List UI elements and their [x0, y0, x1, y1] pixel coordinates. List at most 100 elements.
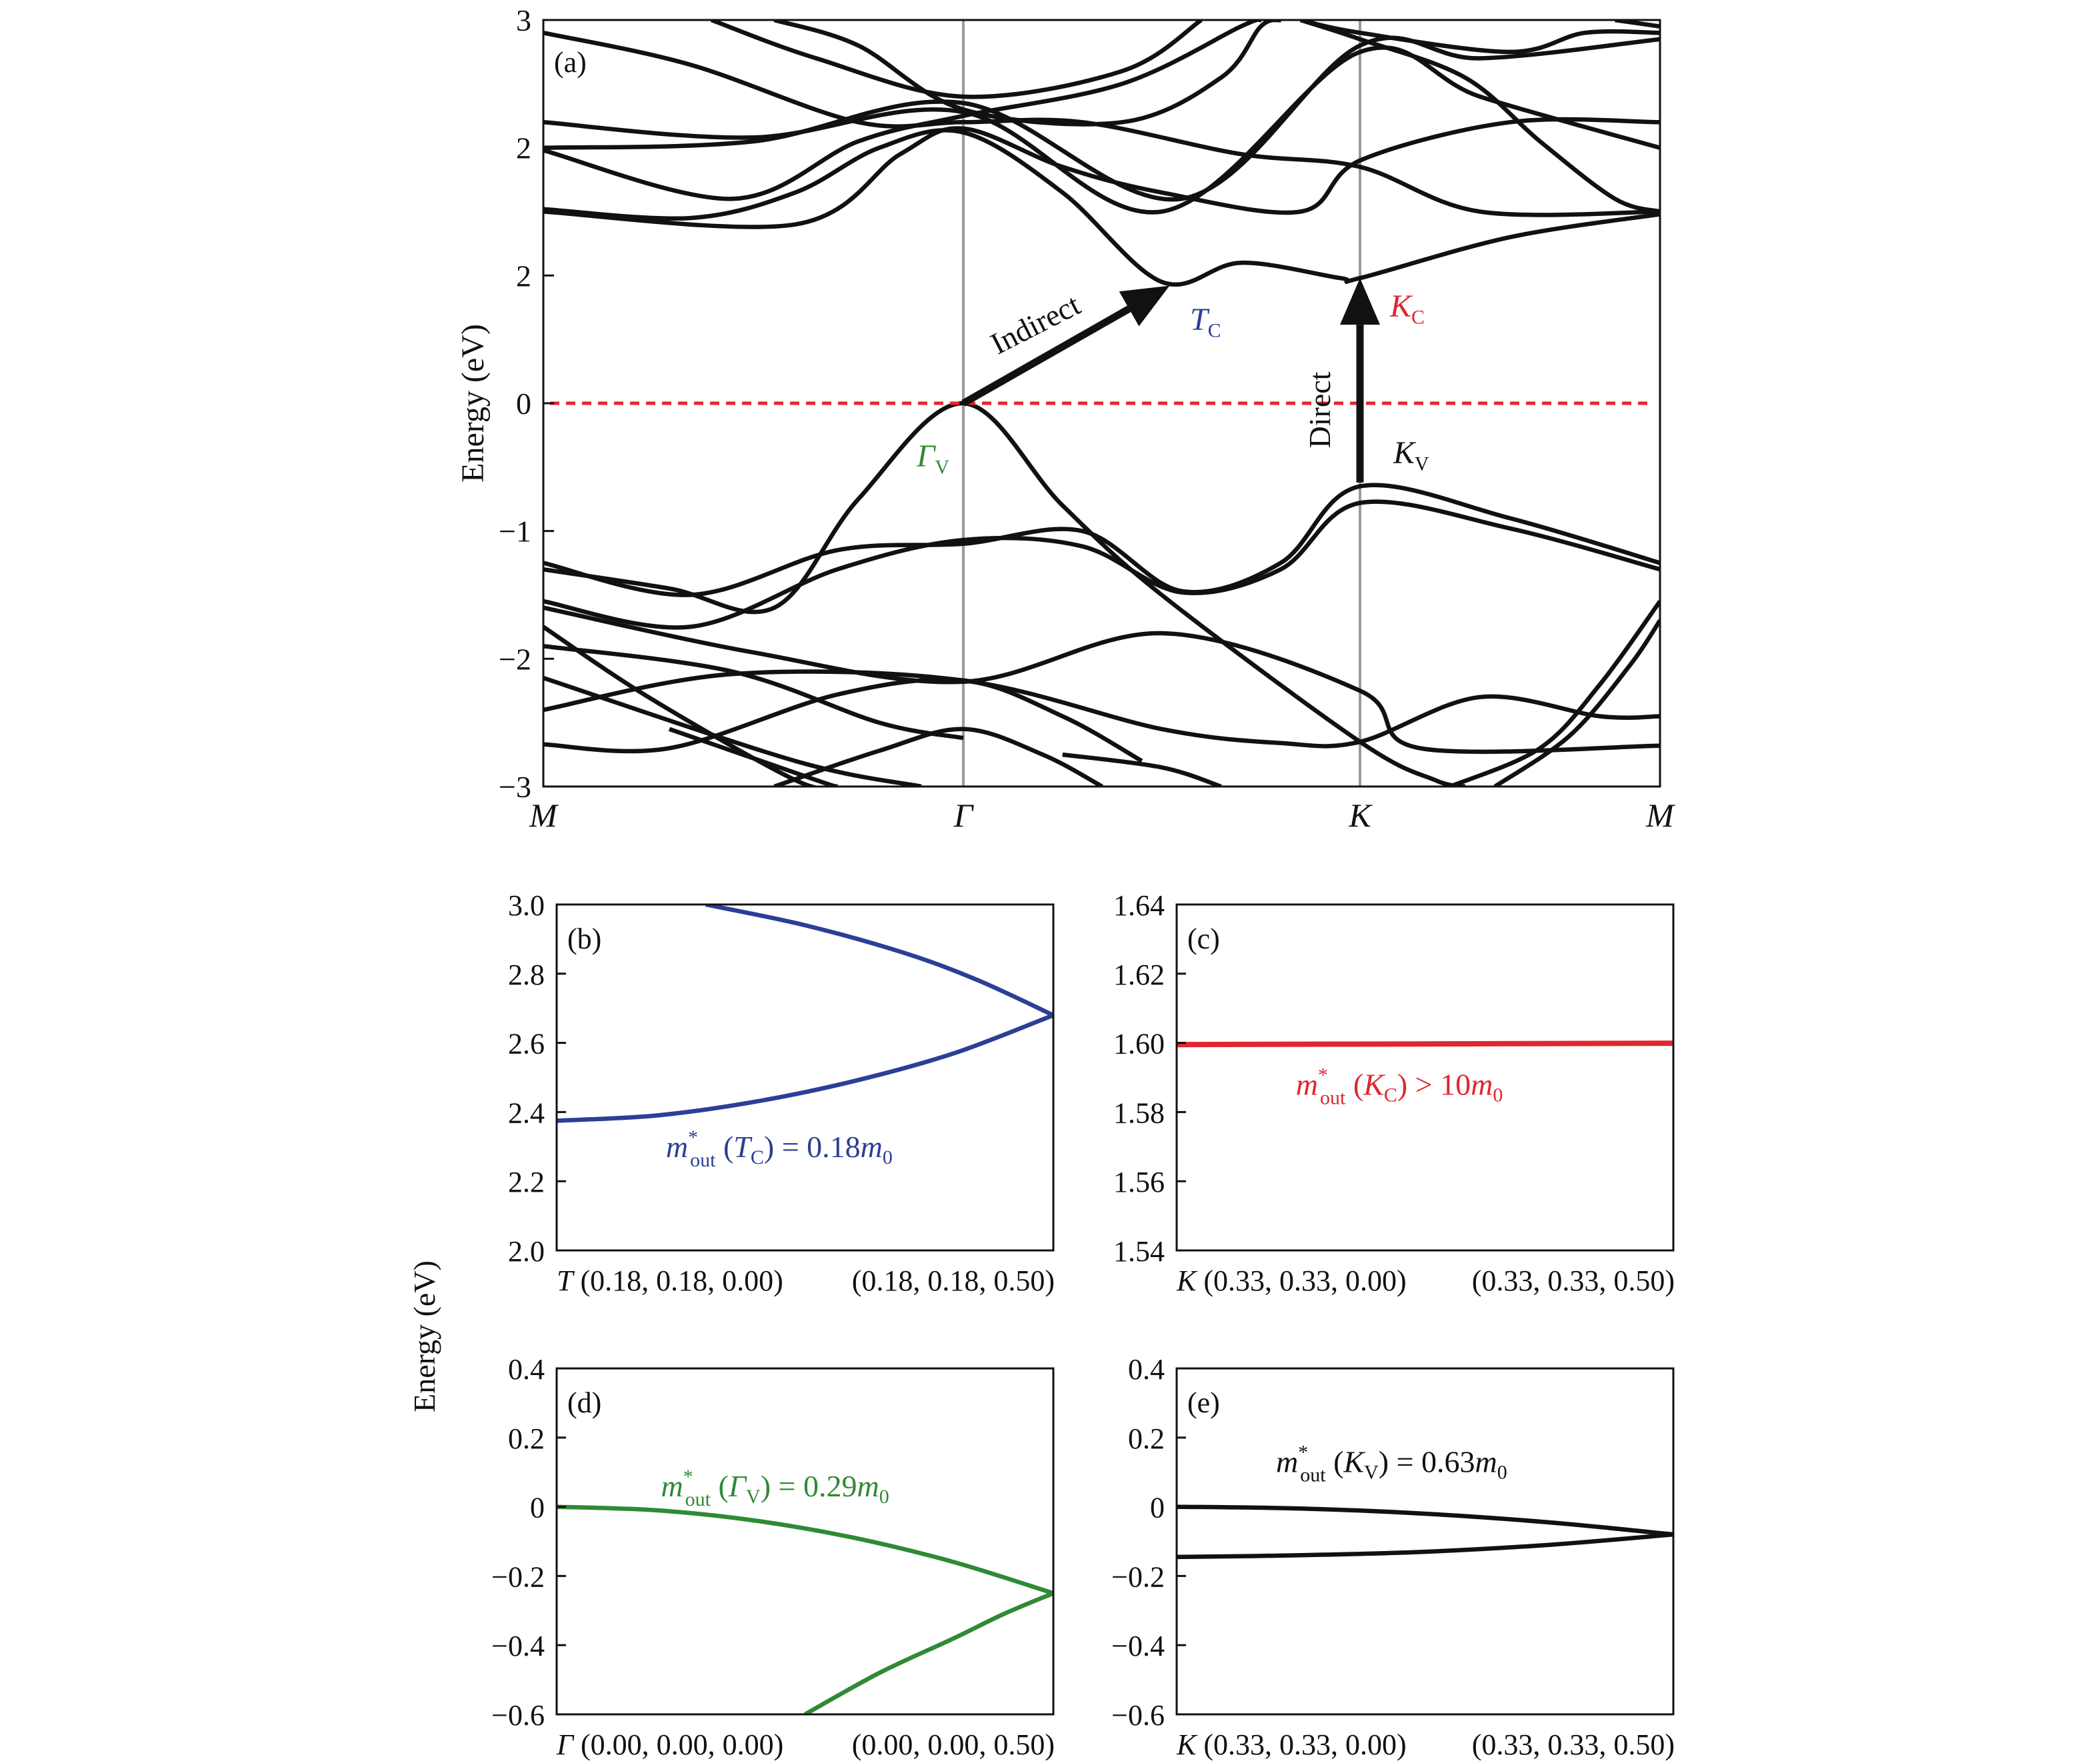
y-tick-label: 2 [516, 131, 531, 165]
band-line [543, 128, 1660, 287]
panel-label: (c) [1187, 922, 1220, 955]
band-lines [543, 20, 1660, 787]
series-lines [1177, 1504, 1673, 1560]
kv-label: KV [1393, 435, 1429, 475]
band-line [668, 727, 839, 787]
y-tick-label: 2.0 [508, 1235, 545, 1268]
y-tick-label: 0 [1150, 1492, 1165, 1524]
y-tick-label: −0.4 [491, 1630, 545, 1662]
y-tick-label: 1.54 [1113, 1235, 1165, 1268]
band-line [543, 20, 1262, 201]
panel-b: 3.0 2.8 2.6 2.4 2.2 2.0 T (0.18, 0.18, 0.00) (0… [508, 889, 1055, 1297]
effective-mass-label: m* out (KC) > 10m0 [1296, 1064, 1503, 1108]
x-tick-label: M [529, 797, 559, 834]
band-line [543, 676, 922, 787]
band-line [543, 677, 1143, 763]
y-tick-label: 2.8 [508, 958, 545, 991]
y-tick-label: −0.2 [1111, 1560, 1165, 1593]
y-tick-label: 1.60 [1113, 1028, 1165, 1060]
x-tick-label-right: (0.18, 0.18, 0.50) [852, 1264, 1055, 1297]
kc-label: KC [1389, 289, 1425, 329]
x-tick-label: M [1645, 797, 1675, 834]
series-line [557, 1013, 1053, 1123]
y-tick-label: 3 [516, 3, 531, 37]
y-tick-label: 1.64 [1113, 889, 1165, 922]
y-tick-label: −3 [499, 770, 531, 804]
effective-mass-label: m* out (ΓV) = 0.29m0 [661, 1466, 889, 1510]
band-line [1449, 600, 1660, 787]
y-tick-label: −1 [499, 515, 531, 549]
band-line [543, 45, 1660, 215]
band-line [543, 499, 1660, 630]
band-line [543, 669, 1660, 749]
x-tick-label-right: (0.33, 0.33, 0.50) [1472, 1264, 1675, 1297]
y-tick-label: 3.0 [508, 889, 545, 922]
y-tick-label: 2.2 [508, 1166, 545, 1198]
y-tick-label: −0.4 [1111, 1630, 1165, 1662]
y-tick-label: 0 [530, 1492, 545, 1524]
panel-frame [555, 903, 1055, 1252]
effective-mass-label: m* out (KV) = 0.63m0 [1276, 1442, 1507, 1486]
panel-label: (b) [567, 922, 601, 955]
series-line [803, 1591, 1053, 1714]
series-line [1177, 1040, 1673, 1048]
panel-label: (a) [554, 46, 587, 79]
y-tick-label: 2.6 [508, 1028, 545, 1060]
y-axis-label: Energy (eV) [455, 324, 491, 483]
band-line [710, 20, 1203, 99]
y-tick-label: −2 [499, 642, 531, 676]
y-tick-label: 1.56 [1113, 1166, 1165, 1198]
y-tick-label: 0.4 [508, 1353, 545, 1386]
band-line [543, 643, 964, 741]
indirect-arrow-head [1119, 285, 1170, 327]
band-line [1493, 619, 1660, 787]
direct-arrow-head [1340, 278, 1380, 325]
series-line [1177, 1532, 1673, 1560]
indirect-label: Indirect [985, 287, 1086, 361]
band-line [543, 605, 1660, 755]
band-line [773, 727, 1103, 787]
panel-d: 0.4 0.2 0 −0.2 −0.4 −0.6 Γ (0.00, 0.00, 0.00) (… [491, 1353, 1055, 1761]
panel-c: 1.64 1.62 1.60 1.58 1.56 1.54 K (0.33, 0.33, 0… [1113, 889, 1675, 1297]
y-tick-label: −0.6 [1111, 1699, 1165, 1732]
y-tick-label: −0.6 [491, 1699, 545, 1732]
x-tick-label: Γ [953, 797, 975, 834]
effective-mass-label: m* out (TC) = 0.18m0 [666, 1126, 893, 1171]
shared-ylabel: Energy (eV) [407, 1260, 441, 1412]
series-line [557, 1504, 1053, 1596]
band-line [543, 625, 838, 787]
y-tick-label: 0.2 [508, 1422, 545, 1455]
x-tick-label-left: T (0.18, 0.18, 0.00) [557, 1264, 783, 1297]
indirect-arrow-shaft [961, 305, 1131, 407]
band-line [543, 483, 1660, 597]
panel-e: 0.4 0.2 0 −0.2 −0.4 −0.6 K (0.33, 0.33, 0.00) (… [1111, 1353, 1675, 1761]
x-tick-label-left: K (0.33, 0.33, 0.00) [1176, 1728, 1407, 1761]
series-lines [1177, 1040, 1673, 1048]
y-tick-label: 0.2 [1128, 1422, 1165, 1455]
y-tick-label: 1.58 [1113, 1096, 1165, 1129]
gamma-v-label: ΓV [916, 439, 949, 479]
band-line [1062, 752, 1222, 787]
x-tick-label-left: K (0.33, 0.33, 0.00) [1176, 1264, 1407, 1297]
y-tick-label: 0.4 [1128, 1353, 1165, 1386]
panel-label: (e) [1187, 1386, 1220, 1419]
tc-label: TC [1190, 302, 1221, 342]
panel-frame [1175, 1367, 1675, 1716]
band-line [1300, 20, 1660, 55]
y-tick-label: −0.2 [491, 1560, 545, 1593]
band-line [1299, 20, 1660, 214]
band-line [543, 401, 1466, 787]
y-tick-label: 2 [516, 259, 531, 293]
x-tick-label: K [1348, 797, 1373, 834]
panel-frame [555, 1367, 1055, 1716]
panel-label: (d) [567, 1386, 601, 1419]
x-tick-label-right: (0.00, 0.00, 0.50) [852, 1728, 1055, 1761]
band-line [773, 20, 1281, 127]
series-lines [557, 904, 1053, 1123]
direct-label: Direct [1303, 371, 1337, 448]
band-line [543, 35, 1660, 202]
x-tick-label-left: Γ (0.00, 0.00, 0.00) [556, 1728, 783, 1761]
panel-frame [1175, 903, 1675, 1252]
